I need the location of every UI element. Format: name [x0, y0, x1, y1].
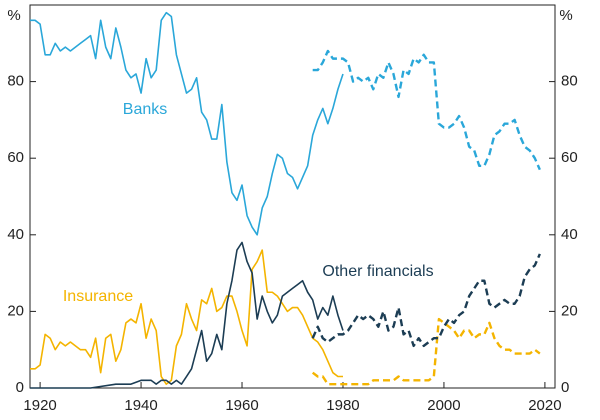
y2-tick-label: 60 [561, 149, 578, 166]
x-tick-label: 1940 [124, 397, 157, 414]
y-tick-label: 80 [7, 73, 24, 90]
series-line [30, 249, 343, 385]
x-tick-label: 1920 [23, 397, 56, 414]
y2-tick-label: 80 [561, 73, 578, 90]
y2-tick-label: 0 [561, 379, 569, 396]
x-tick-label: 1960 [225, 397, 258, 414]
y2-unit: % [559, 7, 572, 24]
y2-tick-label: 20 [561, 302, 578, 319]
x-tick-label: 2020 [528, 397, 561, 414]
series-line [30, 241, 344, 389]
series-label: Banks [123, 101, 167, 118]
y-tick-label: 60 [7, 149, 24, 166]
y2-tick-label: 40 [561, 226, 578, 243]
series-line [311, 253, 541, 348]
y-tick-label: 20 [7, 302, 24, 319]
y-tick-label: 40 [7, 226, 24, 243]
series-line [30, 11, 344, 236]
y-unit: % [7, 7, 20, 24]
series-line [312, 49, 541, 171]
series-label: Insurance [63, 288, 133, 305]
x-tick-label: 2000 [427, 397, 460, 414]
x-tick-label: 1980 [326, 397, 359, 414]
series-line [311, 317, 541, 386]
y-tick-label: 0 [16, 379, 24, 396]
plot-frame [29, 4, 556, 389]
series-label: Other financials [322, 263, 433, 280]
